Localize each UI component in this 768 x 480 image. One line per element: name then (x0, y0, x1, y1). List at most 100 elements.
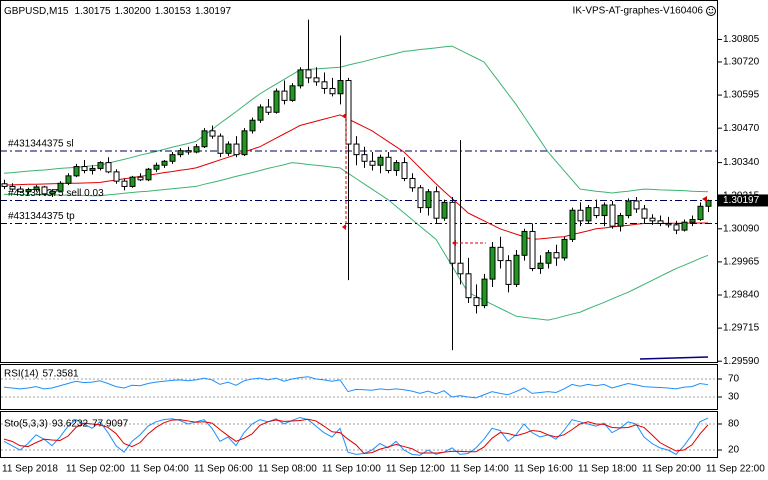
trade-arrow (702, 196, 707, 202)
smiley-eye (711, 8, 714, 11)
x-tick-label: 11 Sep 10:00 (322, 464, 381, 475)
candle-body (617, 215, 624, 227)
candle-body (225, 143, 232, 154)
x-tick-label: 11 Sep 08:00 (258, 464, 317, 475)
candle-body (65, 175, 72, 184)
candle-body (201, 130, 208, 148)
panel-title: RSI(14) 57.3581 (4, 368, 79, 379)
candle-body (177, 150, 184, 156)
indicator-trace (639, 356, 709, 360)
panel-title-name: Sto(5,3,3) (4, 418, 48, 429)
candle-body (337, 80, 344, 95)
candle-body (689, 219, 696, 223)
candle-body (113, 171, 120, 182)
y-tick-label: 1.30595 (723, 90, 760, 101)
candle-body (369, 160, 376, 166)
candle-body (297, 69, 304, 87)
candle-body (289, 85, 296, 101)
smiley-face (706, 6, 716, 16)
candle-body (513, 254, 520, 285)
candle-body (249, 119, 256, 132)
candle-body (121, 180, 128, 187)
candle-body (545, 252, 552, 264)
candle-body (561, 238, 568, 259)
candle-body (609, 204, 616, 227)
candle-body (481, 278, 488, 307)
y-tick-label: 1.30090 (723, 223, 760, 234)
order-level-label: #431344375 tp (8, 211, 75, 222)
smiley (706, 6, 716, 16)
candle-body (433, 191, 440, 219)
candle-body (417, 187, 424, 209)
marks: 1.308051.307201.305951.304701.303401.302… (0, 19, 768, 475)
trade-arrow (342, 113, 346, 119)
candle-body (137, 176, 144, 181)
header-price: 1.30200 (115, 6, 152, 17)
y-tick-label: 1.29965 (723, 257, 760, 268)
candle-body (441, 201, 448, 219)
candle-body (449, 201, 456, 264)
candle-body (129, 176, 136, 187)
candle-body (329, 87, 336, 95)
candle-body (673, 224, 680, 231)
candle-body (473, 297, 480, 307)
candle-body (281, 90, 288, 101)
order-level-label: #431344375 sl (8, 139, 74, 150)
candle-body (489, 246, 496, 280)
candle-body (681, 221, 688, 231)
panel-title-value: 93.6232 (52, 418, 89, 429)
candle-body (217, 135, 224, 154)
candle-body (537, 262, 544, 270)
candle-body (321, 81, 328, 89)
x-tick-label: 11 Sep 16:00 (514, 464, 573, 475)
main-panel-frame (0, 0, 718, 363)
watermark: IK-VPS-AT-graphes-V160406 (573, 6, 704, 17)
candle-body (161, 160, 168, 166)
candle-body (497, 246, 504, 262)
candle-body (73, 166, 80, 177)
candle-body (257, 106, 264, 121)
candle-body (313, 77, 320, 83)
candle-body (529, 230, 536, 270)
indicator-line (3, 114, 708, 240)
candle-body (505, 260, 512, 285)
y-tick-label: 1.30805 (723, 34, 760, 45)
candle-body (401, 162, 408, 179)
y-tick-label: 80 (728, 419, 740, 430)
candle-body (145, 168, 152, 181)
candle-body (193, 146, 200, 153)
smiley-eye (708, 8, 711, 11)
candle-body (305, 69, 312, 79)
header-price: 1.30175 (74, 6, 111, 17)
indicator-line (4, 162, 709, 321)
candle-body (25, 189, 32, 193)
panel-title-value: 57.3581 (42, 368, 79, 379)
candle-body (89, 167, 96, 172)
candle-body (9, 185, 16, 190)
rsi-panel-frame (0, 364, 718, 410)
x-tick-label: 11 Sep 06:00 (194, 464, 253, 475)
candle-body (553, 252, 560, 259)
candle-body (385, 156, 392, 172)
candle-body (593, 207, 600, 217)
current-price-box (718, 194, 768, 207)
candle-body (641, 208, 648, 219)
x-tick-label: 11 Sep 12:00 (386, 464, 445, 475)
candle-body (153, 164, 160, 170)
y-tick-label: 1.29840 (723, 290, 760, 301)
x-tick-label: 11 Sep 2018 (2, 464, 58, 475)
smiley-mouth (708, 11, 714, 14)
sto-panel-frame (0, 411, 718, 458)
x-tick-label: 11 Sep 14:00 (450, 464, 509, 475)
candle-body (601, 204, 608, 217)
indicator-line (3, 376, 709, 399)
x-tick-label: 11 Sep 22:00 (706, 464, 765, 475)
candle-body (49, 190, 56, 195)
x-tick-label: 11 Sep 20:00 (642, 464, 701, 475)
candle-body (57, 182, 64, 192)
candle-body (465, 273, 472, 299)
trade-arrow (342, 224, 346, 230)
candle-body (241, 130, 248, 156)
